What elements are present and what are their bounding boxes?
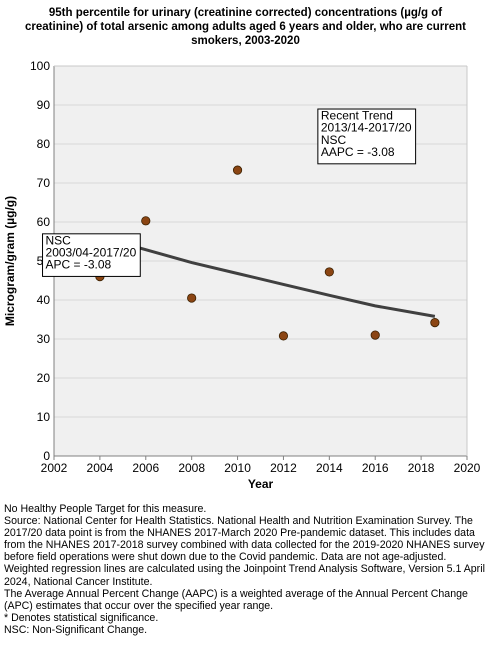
x-tick-label: 2004 [87,461,114,475]
y-tick-label: 40 [37,293,51,307]
note-target: No Healthy People Target for this measur… [4,503,207,515]
annotation-line: Recent Trend [321,109,393,123]
annotation-box [317,108,417,165]
annotation-box [42,233,141,277]
y-tick-labels: 0102030405060708090100 [30,59,50,463]
data-point [232,165,243,175]
note-aapc: The Average Annual Percent Change (AAPC)… [4,587,468,612]
x-tick-label: 2008 [178,461,205,475]
note-regression: Weighted regression lines are calculated… [4,563,485,588]
trend-line [99,235,436,318]
x-axis-label: Year [248,477,274,491]
y-axis-label: Microgram/gram (µg/g) [3,196,17,326]
title-line: 95th percentile for urinary (creatinine … [49,7,442,19]
x-tick-label: 2018 [408,461,435,475]
annotation-line: 2003/04-2017/20 [46,246,137,260]
chart-title: 95th percentile for urinary (creatinine … [25,7,466,47]
y-tick-label: 20 [37,371,51,385]
data-point [324,267,334,277]
x-tick-label: 2002 [41,461,68,475]
data-point [141,216,151,226]
x-tick-label: 2006 [132,461,159,475]
data-point [430,318,440,328]
y-tick-label: 70 [37,176,51,190]
data-point [187,293,197,303]
note-nsc: NSC: Non-Significant Change. [4,623,148,636]
annotation-line: AAPC = -3.08 [321,145,395,159]
x-tick-label: 2020 [454,461,481,475]
title-line: smokers, 2003-2020 [191,35,300,47]
data-point [370,330,380,340]
annotation-line: 2013/14-2017/20 [321,121,412,135]
footnotes: No Healthy People Target for this measur… [4,503,488,636]
x-tick-label: 2014 [316,461,343,475]
y-tick-label: 30 [37,332,51,346]
annotation-line: NSC [46,233,72,247]
y-tick-label: 100 [30,59,50,73]
data-point [278,331,289,341]
x-tick-label: 2016 [362,461,389,475]
y-tick-label: 10 [37,410,51,424]
x-tick-label: 2010 [224,461,251,475]
x-tick-label: 2012 [270,461,297,475]
title-line: creatinine) of total arsenic among adult… [25,21,466,33]
y-tick-label: 90 [37,98,51,112]
annotation-line: APC = -3.08 [46,258,112,272]
x-tick-labels: 2002 2004 2006 2008 2010 2012 2014 2016 2018 2020 [41,456,481,475]
y-tick-label: 60 [37,215,51,229]
note-source: Source: National Center for Health Stati… [4,515,485,564]
annotation-line: NSC [321,133,347,147]
y-tick-label: 0 [43,449,50,463]
chart: 95th percentile for urinary (creatinine … [3,7,481,491]
note-significance: * Denotes statistical significance. [4,611,159,624]
y-tick-label: 80 [37,137,51,151]
